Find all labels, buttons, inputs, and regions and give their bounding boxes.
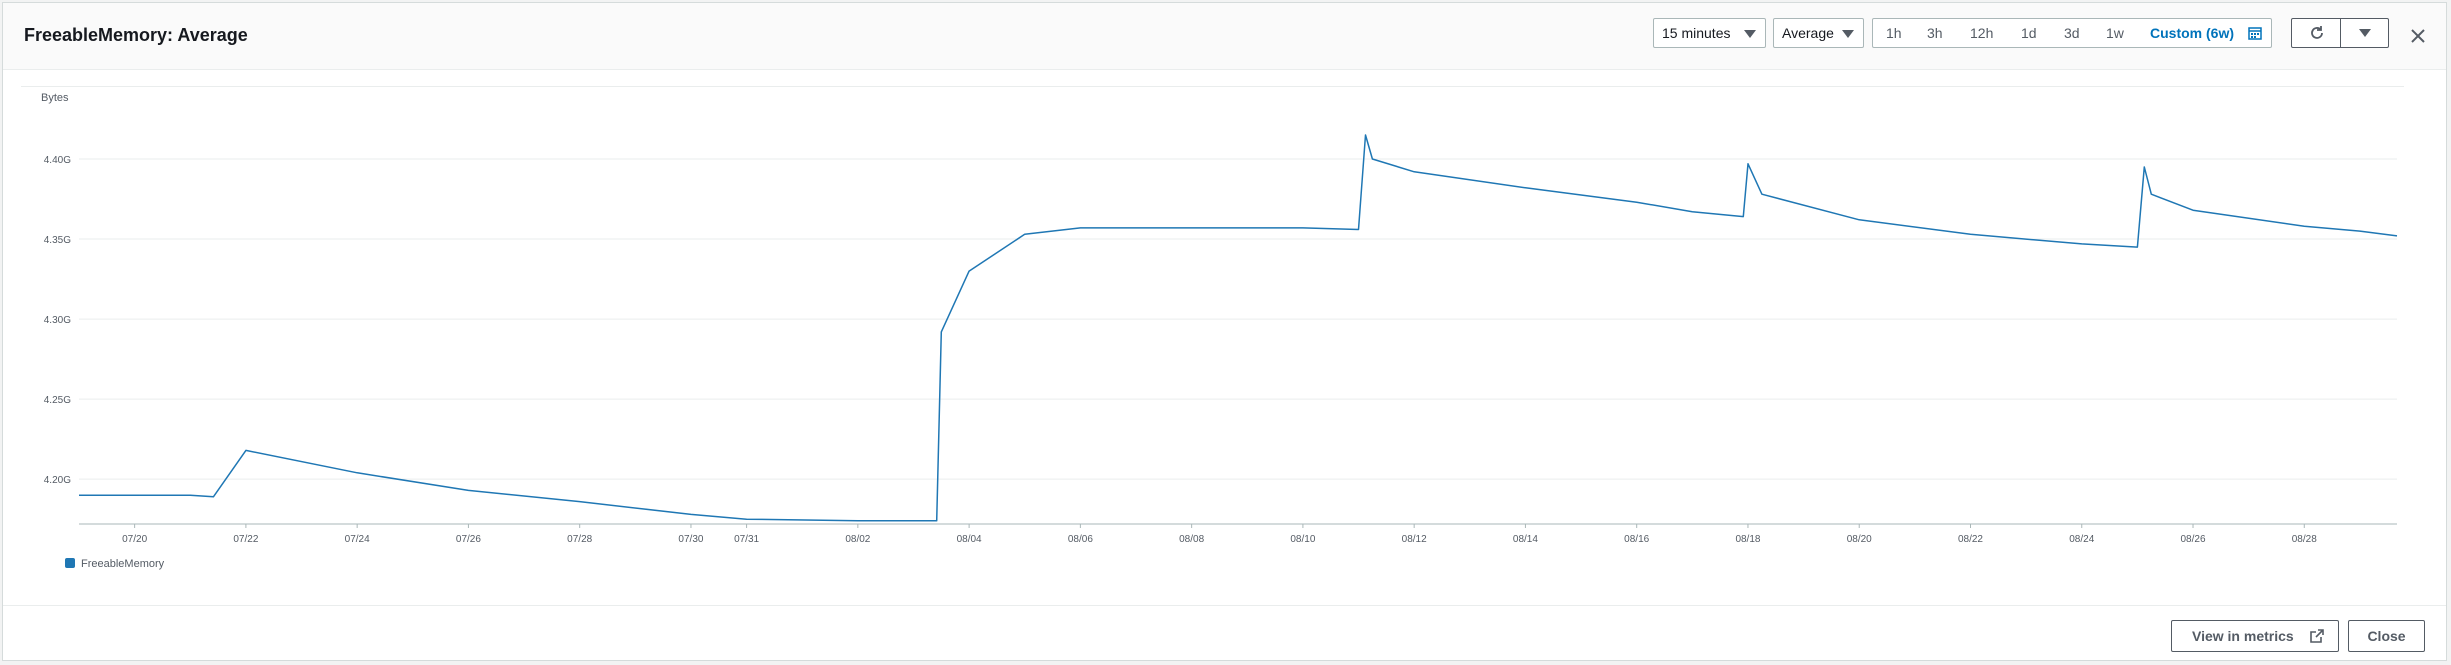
x-tick-label: 08/10 [1290, 534, 1315, 545]
time-range-selector: 1h 3h 12h 1d 3d 1w Custom (6w) [1872, 18, 2272, 48]
x-tick-label: 08/12 [1402, 534, 1427, 545]
legend-swatch [65, 558, 75, 568]
range-1w[interactable]: 1w [2106, 25, 2124, 41]
refresh-icon [2311, 26, 2323, 39]
period-select[interactable]: 15 minutes [1653, 18, 1766, 48]
series-line-0 [79, 134, 2398, 522]
range-1d[interactable]: 1d [2021, 25, 2037, 41]
refresh-options-button[interactable] [2340, 18, 2389, 48]
x-tick-label: 08/18 [1735, 534, 1760, 545]
modal-header: FreeableMemory: Average 15 minutes Avera… [3, 3, 2446, 70]
y-tick-label: 4.20G [44, 475, 71, 486]
y-tick-label: 4.25G [44, 395, 71, 406]
footer-divider [3, 605, 2446, 606]
y-axis-label: Bytes [41, 92, 69, 104]
y-tick-label: 4.30G [44, 315, 71, 326]
x-tick-label: 08/16 [1624, 534, 1649, 545]
x-tick-label: 08/20 [1847, 534, 1872, 545]
x-tick-label: 08/08 [1179, 534, 1204, 545]
x-tick-label: 07/20 [122, 534, 147, 545]
legend-label: FreeableMemory [81, 558, 165, 570]
statistic-select-value: Average [1782, 25, 1834, 41]
x-tick-label: 08/06 [1068, 534, 1093, 545]
statistic-select[interactable]: Average [1773, 18, 1864, 48]
x-tick-label: 08/22 [1958, 534, 1983, 545]
x-tick-label: 07/30 [678, 534, 703, 545]
close-button[interactable]: Close [2348, 620, 2425, 652]
range-1h[interactable]: 1h [1886, 25, 1902, 41]
range-12h[interactable]: 12h [1970, 25, 1994, 41]
caret-down-icon [1744, 30, 1756, 38]
x-tick-label: 08/04 [957, 534, 982, 545]
x-tick-label: 07/31 [734, 534, 759, 545]
page-title: FreeableMemory: Average [24, 25, 248, 45]
period-select-value: 15 minutes [1662, 25, 1731, 41]
x-tick-label: 07/22 [233, 534, 258, 545]
y-tick-label: 4.40G [44, 155, 71, 166]
calendar-icon[interactable] [2248, 26, 2262, 40]
x-tick-label: 08/02 [845, 534, 870, 545]
x-tick-label: 08/26 [2181, 534, 2206, 545]
x-tick-label: 07/24 [345, 534, 370, 545]
caret-down-icon [2359, 29, 2371, 37]
x-tick-label: 08/14 [1513, 534, 1538, 545]
x-tick-label: 07/26 [456, 534, 481, 545]
y-tick-label: 4.35G [44, 235, 71, 246]
caret-down-icon [1842, 30, 1854, 38]
x-tick-label: 08/24 [2069, 534, 2094, 545]
range-custom[interactable]: Custom (6w) [2150, 25, 2234, 41]
range-3d[interactable]: 3d [2064, 25, 2080, 41]
x-tick-label: 08/28 [2292, 534, 2317, 545]
view-in-metrics-button[interactable]: View in metrics [2171, 620, 2339, 652]
x-tick-label: 07/28 [567, 534, 592, 545]
line-chart: Bytes 4.20G 4.25G 4.30G 4.35G 4.40G 07/20 07/22… [41, 92, 2398, 570]
external-link-icon [2310, 629, 2324, 643]
refresh-button[interactable] [2291, 18, 2341, 48]
chart-area: Bytes 4.20G 4.25G 4.30G 4.35G 4.40G 07/20 07/22… [21, 86, 2404, 592]
close-icon[interactable] [2409, 27, 2427, 45]
view-in-metrics-label: View in metrics [2192, 628, 2294, 644]
range-3h[interactable]: 3h [1927, 25, 1943, 41]
